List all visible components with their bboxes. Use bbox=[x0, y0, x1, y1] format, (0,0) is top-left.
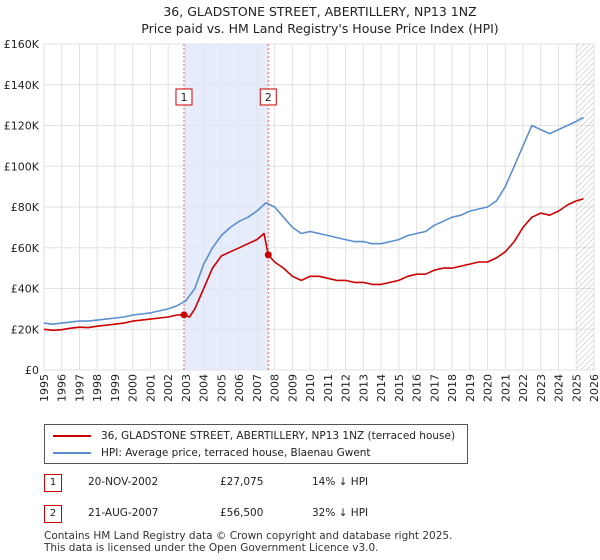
x-tick-label: 1997 bbox=[73, 374, 86, 402]
x-tick-label: 2001 bbox=[144, 374, 157, 402]
sale-badge-label: 2 bbox=[265, 91, 272, 104]
y-tick-label: £60K bbox=[11, 242, 40, 255]
y-tick-label: £140K bbox=[4, 79, 40, 92]
y-tick-label: £40K bbox=[11, 283, 40, 296]
x-tick-label: 2007 bbox=[251, 374, 264, 402]
x-tick-label: 2024 bbox=[553, 374, 566, 402]
footer-license: This data is licensed under the Open Gov… bbox=[44, 542, 379, 554]
x-tick-label: 2018 bbox=[446, 374, 459, 402]
transaction-hpi: 32% ↓ HPI bbox=[312, 507, 369, 519]
x-tick-label: 2010 bbox=[304, 374, 317, 402]
sale-badge-box bbox=[175, 88, 193, 106]
chart-title: 36, GLADSTONE STREET, ABERTILLERY, NP13 … bbox=[163, 4, 476, 19]
x-tick-label: 2021 bbox=[499, 374, 512, 402]
transaction-badge: 2 bbox=[44, 505, 62, 523]
x-tick-label: 2008 bbox=[269, 374, 282, 402]
legend-label-property: 36, GLADSTONE STREET, ABERTILLERY, NP13 … bbox=[101, 430, 456, 442]
x-tick-label: 1996 bbox=[56, 374, 69, 402]
sale-period-shade bbox=[183, 44, 594, 370]
x-tick-label: 2019 bbox=[464, 374, 477, 402]
y-tick-label: £100K bbox=[4, 160, 40, 173]
x-tick-label: 2011 bbox=[322, 374, 335, 402]
transaction-date: 21-AUG-2007 bbox=[88, 507, 159, 519]
legend-item-hpi: HPI: Average price, terraced house, Blae… bbox=[53, 445, 371, 461]
legend: 36, GLADSTONE STREET, ABERTILLERY, NP13 … bbox=[44, 424, 468, 464]
x-tick-label: 1995 bbox=[38, 374, 51, 402]
x-tick-label: 2013 bbox=[357, 374, 370, 402]
transaction-badge: 1 bbox=[44, 474, 62, 492]
footer-copyright: Contains HM Land Registry data © Crown c… bbox=[44, 530, 453, 542]
x-tick-label: 2022 bbox=[517, 374, 530, 402]
x-tick-label: 2026 bbox=[588, 374, 600, 402]
footer: Contains HM Land Registry data © Crown c… bbox=[44, 530, 452, 554]
series-lines bbox=[43, 116, 584, 332]
transaction-price: £27,075 bbox=[220, 476, 264, 488]
sale-badge-box bbox=[259, 88, 277, 106]
x-tick-label: 2020 bbox=[482, 374, 495, 402]
shaded-region bbox=[183, 44, 269, 370]
chart-subtitle: Price paid vs. HM Land Registry's House … bbox=[141, 21, 498, 36]
transaction-price: £56,500 bbox=[220, 507, 264, 519]
x-tick-label: 2000 bbox=[127, 374, 140, 402]
x-tick-label: 2012 bbox=[340, 374, 353, 402]
x-tick-label: 1999 bbox=[109, 374, 122, 402]
y-tick-label: £80K bbox=[11, 201, 40, 214]
hpi-line bbox=[43, 116, 584, 326]
x-axis: 1995 1996 1997 1998 1999 2000 2001 2002 2003 2004… bbox=[38, 374, 600, 402]
y-tick-label: £0 bbox=[25, 364, 39, 377]
x-tick-label: 2009 bbox=[286, 374, 299, 402]
y-tick-label: £120K bbox=[4, 120, 40, 133]
property-price-line bbox=[43, 198, 584, 332]
sale-point bbox=[180, 311, 188, 319]
x-tick-label: 2017 bbox=[428, 374, 441, 402]
x-tick-label: 2014 bbox=[375, 374, 388, 402]
price-chart: 36, GLADSTONE STREET, ABERTILLERY, NP13 … bbox=[4, 4, 600, 402]
x-tick-label: 2025 bbox=[570, 374, 583, 402]
transaction-date: 20-NOV-2002 bbox=[88, 476, 159, 488]
legend-swatch-property bbox=[53, 435, 91, 437]
x-tick-label: 2016 bbox=[411, 374, 424, 402]
x-tick-label: 2015 bbox=[393, 374, 406, 402]
legend-swatch-hpi bbox=[53, 452, 91, 454]
x-tick-label: 2005 bbox=[215, 374, 228, 402]
legend-item-property: 36, GLADSTONE STREET, ABERTILLERY, NP13 … bbox=[53, 428, 455, 444]
transaction-hpi: 14% ↓ HPI bbox=[312, 476, 369, 488]
x-tick-label: 2002 bbox=[162, 374, 175, 402]
y-tick-label: £160K bbox=[4, 38, 40, 51]
x-tick-label: 2003 bbox=[180, 374, 193, 402]
sale-badge-label: 1 bbox=[180, 91, 187, 104]
sale-point bbox=[264, 251, 272, 259]
legend-label-hpi: HPI: Average price, terraced house, Blae… bbox=[101, 447, 371, 459]
x-tick-label: 2004 bbox=[198, 374, 211, 402]
x-tick-label: 2023 bbox=[535, 374, 548, 402]
x-tick-label: 2006 bbox=[233, 374, 246, 402]
projection-hatch bbox=[576, 44, 594, 370]
y-tick-label: £20K bbox=[11, 323, 40, 336]
y-axis: £0 £20K £40K £60K £80K £100K £120K £140K £160K bbox=[4, 38, 40, 377]
x-tick-label: 1998 bbox=[91, 374, 104, 402]
